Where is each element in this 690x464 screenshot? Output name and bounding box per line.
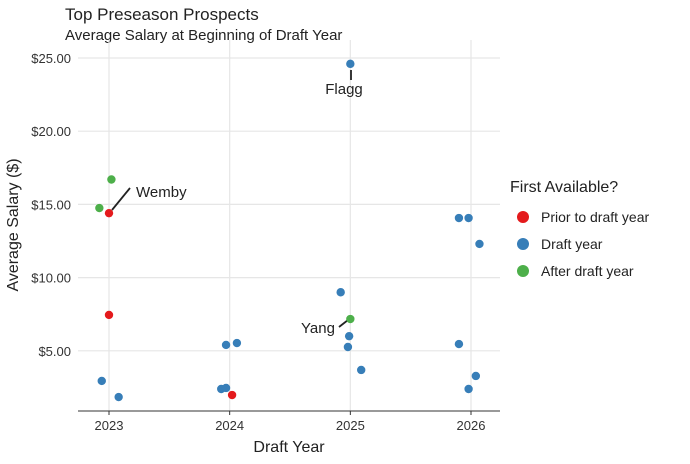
y-tick-label: $20.00 <box>31 124 71 139</box>
data-point <box>104 208 114 218</box>
data-points <box>95 59 484 402</box>
annotation-label: Wemby <box>136 184 187 201</box>
annotation-leader <box>111 187 131 211</box>
legend: First Available? Prior to draft year Draf… <box>510 179 649 279</box>
annotation-label: Yang <box>301 320 335 337</box>
data-point <box>336 288 345 297</box>
data-point <box>221 383 231 393</box>
data-point <box>97 376 106 386</box>
grid <box>78 40 500 411</box>
x-axis-label: Draft Year <box>253 439 325 456</box>
data-point <box>346 314 355 324</box>
data-point <box>114 392 123 402</box>
axis-ticks: $5.00 $10.00 $15.00 $20.00 $25.00 2023 2024 202… <box>31 51 485 433</box>
y-tick-label: $10.00 <box>31 271 71 286</box>
annotation-leader <box>338 319 349 328</box>
data-point <box>232 338 242 348</box>
y-tick-label: $15.00 <box>31 197 71 212</box>
y-axis-label: Average Salary ($) <box>5 158 22 291</box>
annotation-label: Flagg <box>325 81 363 98</box>
y-tick-label: $5.00 <box>38 344 71 359</box>
data-point <box>95 203 104 213</box>
data-point <box>227 390 237 400</box>
chart-title: Top Preseason Prospects <box>65 5 259 24</box>
x-tick-label: 2023 <box>95 418 124 433</box>
data-point <box>454 339 464 349</box>
data-point <box>344 331 354 341</box>
x-tick-label: 2026 <box>457 418 486 433</box>
legend-title: First Available? <box>510 179 618 196</box>
data-point <box>464 384 473 394</box>
data-point <box>454 213 464 223</box>
x-tick-label: 2024 <box>215 418 244 433</box>
data-point <box>471 371 481 381</box>
legend-swatch <box>517 238 529 250</box>
chart-subtitle: Average Salary at Beginning of Draft Yea… <box>65 27 342 44</box>
legend-label: After draft year <box>541 263 634 279</box>
data-point <box>464 213 473 223</box>
data-point <box>221 340 231 350</box>
legend-swatch <box>517 265 529 277</box>
legend-label: Prior to draft year <box>541 209 649 225</box>
annotations: Wemby Flagg Yang <box>111 70 363 337</box>
data-point <box>346 59 355 69</box>
data-point <box>475 239 484 249</box>
data-point <box>343 342 353 352</box>
data-point <box>357 365 366 375</box>
legend-label: Draft year <box>541 236 603 252</box>
data-point <box>104 310 114 320</box>
x-tick-label: 2025 <box>336 418 365 433</box>
legend-swatch <box>517 211 529 223</box>
y-tick-label: $25.00 <box>31 51 71 66</box>
data-point <box>107 175 116 184</box>
